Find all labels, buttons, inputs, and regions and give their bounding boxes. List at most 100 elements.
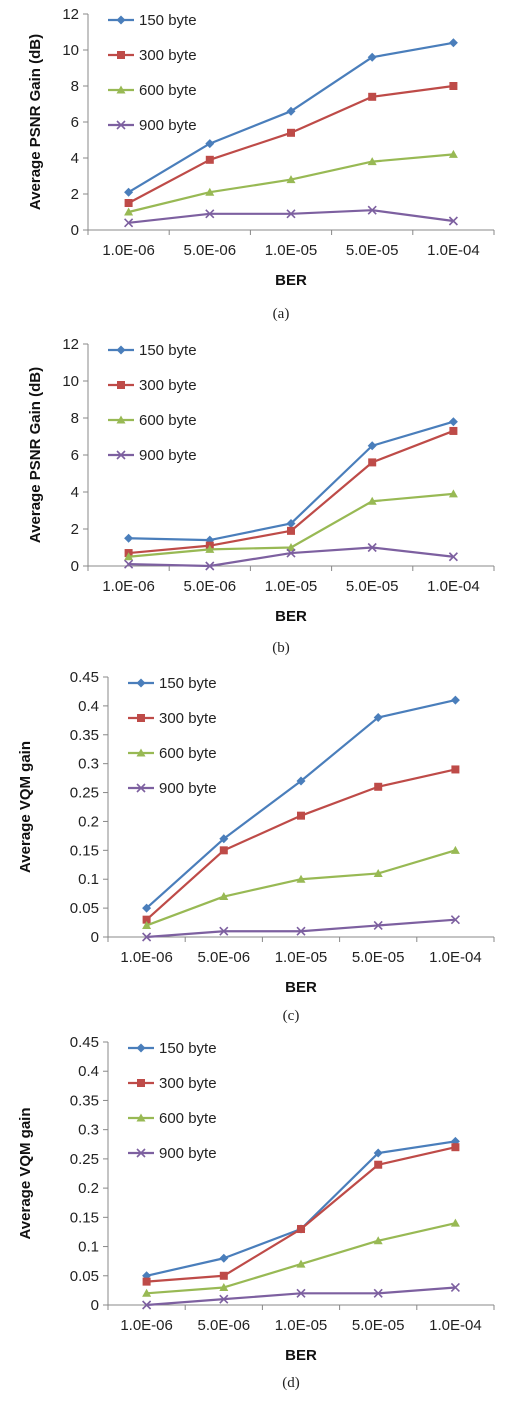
y-tick-label: 4	[71, 484, 79, 501]
x-tick-label: 1.0E-06	[120, 1317, 173, 1334]
y-tick-label: 0.4	[78, 1063, 99, 1080]
chart-panel-c: 0 0.05 0.1 0.15 0.2 0.25 0.3 0.35 0.4 0.45 1.0E-06…	[0, 665, 527, 1035]
data-point	[205, 139, 215, 149]
data-point	[367, 157, 377, 166]
y-tick-label: 0	[91, 929, 99, 946]
figure-caption: (d)	[282, 1375, 300, 1391]
y-tick-label: 10	[62, 373, 79, 390]
y-tick-label: 0	[71, 222, 79, 239]
data-point	[368, 92, 377, 101]
y-axis-title: Average PSNR Gain (dB)	[27, 367, 44, 543]
x-tick-label: 1.0E-06	[102, 578, 155, 595]
y-tick-label: 0	[91, 1297, 99, 1314]
legend-marker	[136, 678, 146, 688]
data-point	[286, 209, 296, 219]
data-point	[367, 542, 377, 553]
x-tick-label: 5.0E-05	[346, 578, 399, 595]
series-line-900-byte	[146, 918, 456, 939]
data-point	[205, 561, 215, 571]
series-line-300-byte	[128, 84, 454, 204]
legend-marker	[117, 381, 125, 389]
series-line-600-byte	[146, 1222, 456, 1295]
psnr-chart-b: 0 2 4 6 8 10 12 1.0E-06 5.0E-06 1.0E-05 5.0E-05 1.0…	[27, 336, 495, 656]
legend-label: 300 byte	[159, 710, 217, 727]
data-point	[124, 187, 134, 197]
data-point	[219, 834, 229, 844]
chart-panel-b: 0 2 4 6 8 10 12 1.0E-06 5.0E-06 1.0E-05 5.0E-05 1.0…	[0, 330, 527, 670]
data-point	[219, 892, 229, 901]
y-tick-label: 8	[71, 410, 79, 427]
vqm-chart-c: 0 0.05 0.1 0.15 0.2 0.25 0.3 0.35 0.4 0.45 1.0E-06…	[17, 669, 495, 1024]
x-tick-label: 5.0E-05	[346, 242, 399, 259]
series-line-600-byte	[146, 849, 456, 927]
legend-label: 900 byte	[139, 447, 197, 464]
y-tick-label: 6	[71, 447, 79, 464]
data-point	[297, 1225, 305, 1234]
data-point	[205, 544, 215, 553]
y-tick-label: 12	[62, 6, 79, 23]
y-tick-label: 10	[62, 42, 79, 59]
legend-marker	[116, 85, 126, 94]
legend-label: 600 byte	[139, 412, 197, 429]
data-point	[124, 533, 134, 543]
y-tick-label: 6	[71, 114, 79, 131]
data-point	[124, 559, 134, 569]
legend-label: 300 byte	[159, 1075, 217, 1092]
x-axis-title: BER	[275, 272, 307, 289]
y-tick-label: 0.3	[78, 1122, 99, 1139]
x-tick-label: 5.0E-06	[198, 949, 251, 966]
data-point	[142, 1300, 152, 1310]
data-point	[296, 926, 306, 936]
x-tick-label: 1.0E-05	[275, 1317, 328, 1334]
x-axis-title: BER	[275, 608, 307, 625]
legend-marker	[137, 714, 145, 722]
data-point	[297, 811, 305, 820]
series-line-900-byte	[128, 209, 454, 224]
vqm-chart-d: 0 0.05 0.1 0.15 0.2 0.25 0.3 0.35 0.4 0.45 1.0E-06…	[17, 1034, 495, 1391]
y-tick-label: 0.25	[70, 785, 99, 802]
data-point	[373, 1148, 383, 1158]
y-tick-label: 0.45	[70, 669, 99, 686]
legend-marker	[117, 51, 125, 59]
legend-label: 150 byte	[159, 675, 217, 692]
data-point	[219, 846, 228, 855]
data-point	[142, 903, 152, 913]
psnr-chart-a: 0 2 4 6 8 10 12 1.0E-06 5.0E-06 1.0E-05 5.0E-05 1.0…	[27, 6, 495, 322]
data-point	[448, 216, 458, 226]
legend-label: 600 byte	[139, 82, 197, 99]
data-point	[296, 776, 306, 786]
x-tick-label: 5.0E-06	[184, 242, 237, 259]
y-tick-label: 0.35	[70, 727, 99, 744]
legend-marker	[116, 415, 126, 424]
data-point	[124, 218, 134, 228]
data-point	[450, 915, 460, 925]
legend-marker	[116, 120, 126, 130]
data-point	[219, 926, 229, 936]
data-point	[205, 209, 215, 219]
data-point	[219, 1282, 229, 1291]
data-point	[373, 712, 383, 722]
data-point	[451, 1143, 460, 1152]
data-point	[448, 38, 458, 48]
legend-marker	[116, 450, 126, 460]
x-tick-label: 5.0E-06	[198, 1317, 251, 1334]
data-point	[142, 920, 152, 929]
legend-label: 150 byte	[139, 342, 197, 359]
legend-label: 900 byte	[159, 780, 217, 797]
y-tick-label: 0.05	[70, 1268, 99, 1285]
legend-label: 150 byte	[139, 12, 197, 29]
x-tick-label: 1.0E-04	[429, 1317, 482, 1334]
legend-marker	[136, 1043, 146, 1053]
y-tick-label: 0.25	[70, 1151, 99, 1168]
y-tick-label: 8	[71, 78, 79, 95]
data-point	[219, 1253, 229, 1263]
data-point	[219, 1271, 228, 1280]
x-tick-label: 1.0E-05	[265, 242, 318, 259]
legend-marker	[137, 1079, 145, 1087]
data-point	[449, 82, 458, 90]
data-point	[367, 441, 377, 451]
data-point	[142, 915, 151, 924]
y-tick-label: 0.15	[70, 1209, 99, 1226]
data-point	[367, 205, 377, 215]
y-tick-label: 0.2	[78, 1180, 99, 1197]
